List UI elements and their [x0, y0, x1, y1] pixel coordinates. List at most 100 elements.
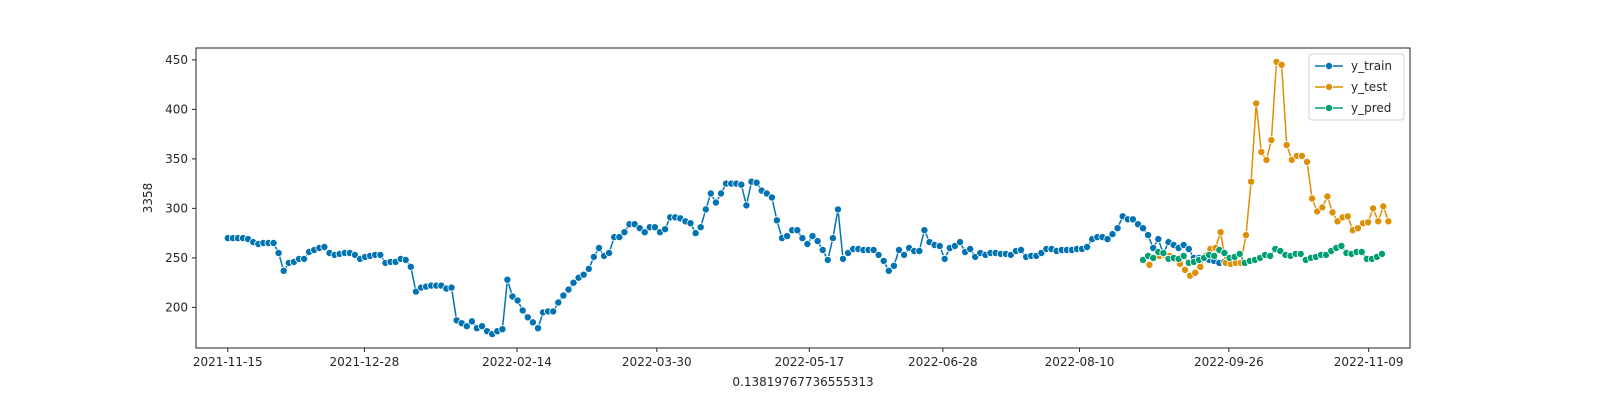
data-point: [798, 234, 807, 243]
data-point: [1017, 245, 1026, 254]
x-tick-label: 2021-11-15: [193, 355, 263, 369]
data-point: [920, 226, 929, 235]
data-point: [900, 250, 909, 259]
legend-box: [1308, 53, 1405, 121]
data-point: [935, 241, 944, 250]
data-point: [579, 270, 588, 279]
data-point: [1297, 151, 1306, 160]
data-point: [686, 219, 695, 228]
data-point: [1374, 217, 1383, 226]
data-point: [696, 223, 705, 232]
data-point: [620, 228, 629, 237]
data-point: [467, 317, 476, 326]
data-point: [742, 201, 751, 210]
data-point: [1296, 249, 1305, 258]
data-point: [1343, 212, 1352, 221]
data-point: [513, 296, 522, 305]
plot-frame: [195, 47, 1411, 349]
data-point: [737, 180, 746, 189]
series-y-train: [223, 177, 1239, 339]
y-axis-label: 3358: [141, 183, 155, 214]
y-tick-label: 400: [165, 102, 188, 116]
legend-item: y_train: [1315, 59, 1392, 73]
data-point: [1196, 262, 1205, 271]
data-point: [1384, 217, 1393, 226]
data-point: [767, 193, 776, 202]
data-point: [640, 228, 649, 237]
data-point: [839, 254, 848, 263]
legend-label: y_train: [1351, 59, 1392, 73]
data-point: [569, 278, 578, 287]
data-point: [1277, 60, 1286, 69]
data-point: [1323, 192, 1332, 201]
data-point: [274, 248, 283, 257]
data-point: [1128, 215, 1137, 224]
axes: 2021-11-15 2021-12-28 2022-02-14 2022-03-30…: [165, 47, 1411, 369]
data-point: [1149, 253, 1158, 262]
x-tick-label: 2022-06-28: [908, 355, 978, 369]
data-point: [1191, 268, 1200, 277]
data-point: [813, 237, 822, 246]
data-point: [956, 238, 965, 247]
y-tick-label: 450: [165, 53, 188, 67]
data-point: [447, 283, 456, 292]
data-point: [1369, 204, 1378, 213]
data-point: [1328, 208, 1337, 217]
data-point: [1145, 260, 1154, 269]
data-point: [1303, 157, 1312, 166]
data-point: [818, 245, 827, 254]
data-point: [1113, 224, 1122, 233]
y-tick-label: 350: [165, 152, 188, 166]
data-point: [793, 226, 802, 235]
data-point: [1179, 251, 1188, 260]
data-point: [915, 246, 924, 255]
data-point: [1144, 231, 1153, 240]
data-point: [564, 285, 573, 294]
x-tick-label: 2022-03-30: [622, 355, 692, 369]
data-point: [523, 313, 532, 322]
data-point: [1139, 224, 1148, 233]
legend-label: y_pred: [1351, 101, 1391, 115]
data-point: [1266, 251, 1275, 260]
legend-marker: [1325, 83, 1334, 92]
x-tick-label: 2022-09-26: [1194, 355, 1264, 369]
data-point: [1216, 228, 1225, 237]
data-point: [503, 275, 512, 284]
data-point: [1318, 203, 1327, 212]
data-point: [1181, 265, 1190, 274]
data-point: [1252, 99, 1261, 108]
data-point: [498, 325, 507, 334]
data-point: [559, 291, 568, 300]
data-point: [828, 234, 837, 243]
series-y-pred: [1139, 241, 1387, 267]
data-point: [701, 205, 710, 214]
data-point: [1108, 230, 1117, 239]
data-point: [320, 242, 329, 251]
data-point: [376, 250, 385, 259]
data-point: [772, 216, 781, 225]
x-tick-label: 2022-05-17: [774, 355, 844, 369]
data-point: [1267, 136, 1276, 145]
legend-marker: [1325, 104, 1334, 113]
legend-item: y_pred: [1315, 101, 1391, 115]
data-point: [1282, 140, 1291, 149]
data-point: [1159, 248, 1168, 257]
series-layer: [223, 57, 1393, 339]
data-point: [650, 223, 659, 232]
data-point: [706, 189, 715, 198]
data-point: [808, 232, 817, 241]
data-point: [691, 229, 700, 238]
data-point: [717, 189, 726, 198]
data-point: [534, 324, 543, 333]
data-point: [528, 318, 537, 327]
data-point: [462, 322, 471, 331]
legend-item: y_test: [1315, 80, 1387, 94]
data-point: [584, 264, 593, 273]
data-point: [1154, 235, 1163, 244]
data-point: [1357, 247, 1366, 256]
legend: y_train y_test y_pred: [1308, 53, 1405, 121]
x-tick-label: 2022-02-14: [482, 355, 552, 369]
data-point: [1353, 224, 1362, 233]
